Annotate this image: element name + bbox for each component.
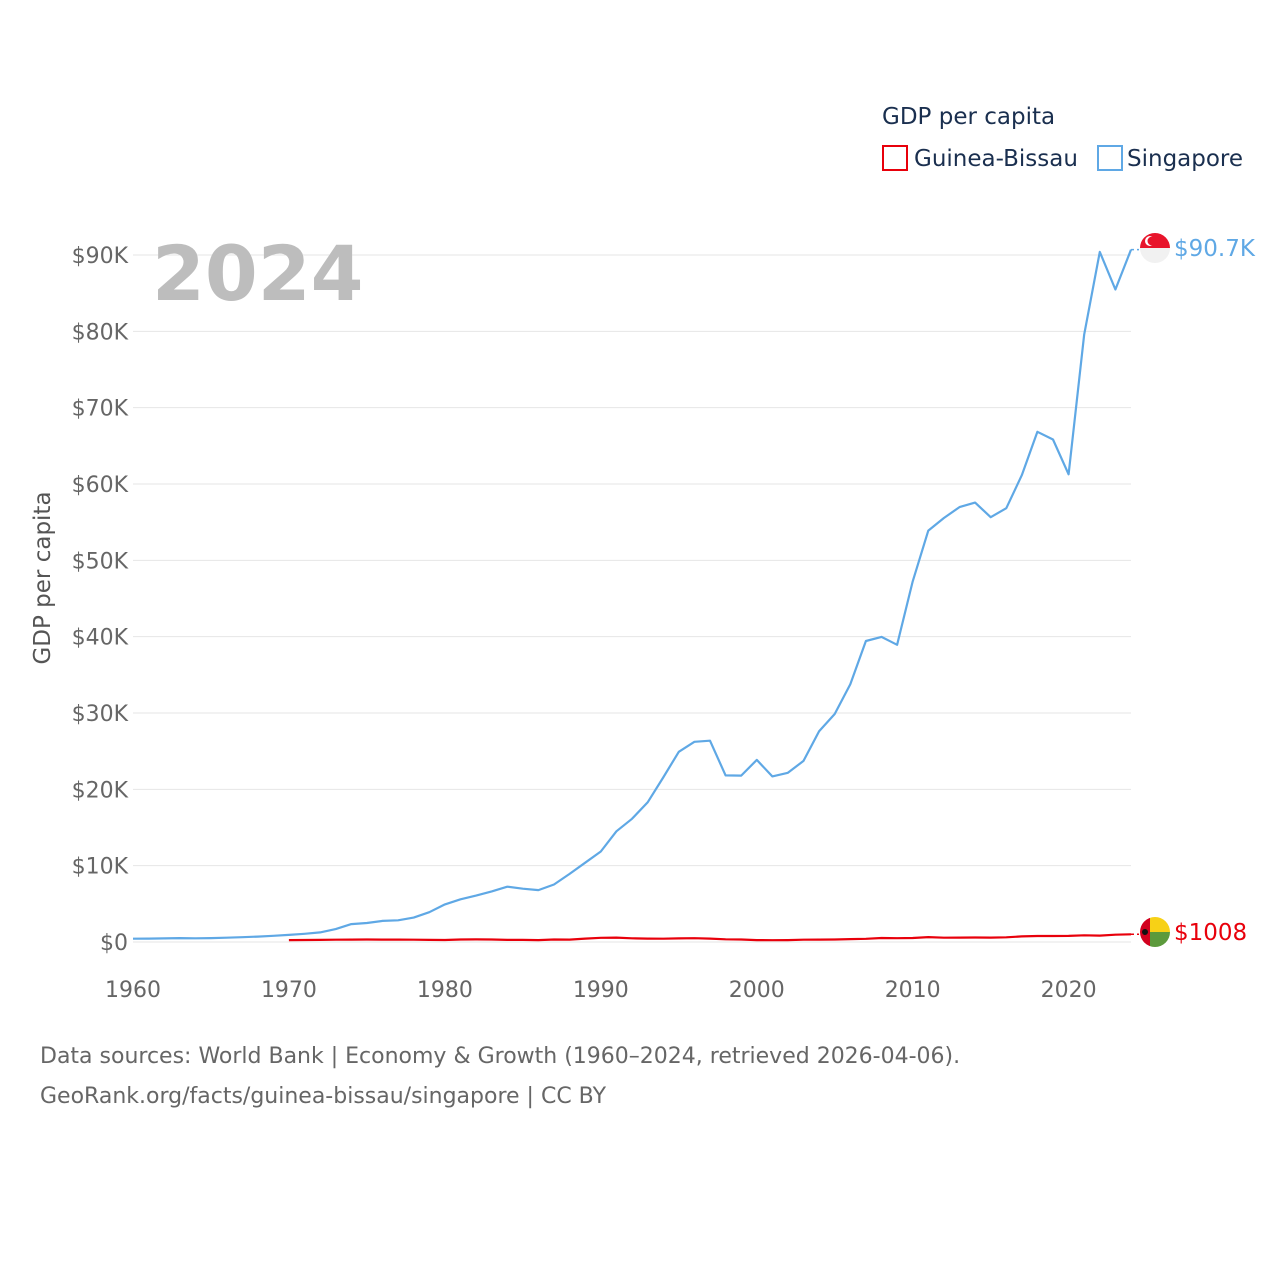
- legend-label-singapore[interactable]: Singapore: [1127, 146, 1243, 172]
- y-tick-label: $0: [100, 931, 128, 956]
- x-tick-label: 1990: [573, 978, 629, 1003]
- x-tick-label: 2020: [1041, 978, 1097, 1003]
- legend-label-guinea-bissau[interactable]: Guinea-Bissau: [914, 146, 1078, 172]
- footer-attribution[interactable]: GeoRank.org/facts/guinea-bissau/singapor…: [40, 1084, 607, 1109]
- y-tick-label: $50K: [72, 549, 129, 574]
- x-tick-label: 1960: [105, 978, 161, 1003]
- x-tick-label: 2010: [885, 978, 941, 1003]
- y-axis-ticks: $0 $10K $20K $30K $40K $50K $60K $70K $80K $90K: [72, 244, 129, 956]
- x-tick-label: 1970: [261, 978, 317, 1003]
- series-lines: [132, 249, 1133, 942]
- y-axis-label: GDP per capita: [30, 491, 56, 664]
- series-end-markers: [1131, 248, 1139, 936]
- gridlines: [133, 254, 1131, 943]
- y-tick-label: $80K: [72, 320, 129, 345]
- singapore-flag-icon: [1140, 233, 1170, 263]
- series-line-guinea-bissau[interactable]: [288, 933, 1132, 942]
- y-tick-label: $20K: [72, 778, 129, 803]
- x-axis-ticks: 1960 1970 1980 1990 2000 2010 2020: [105, 978, 1097, 1003]
- footer-sources: Data sources: World Bank | Economy & Gro…: [40, 1044, 961, 1069]
- legend-title: GDP per capita: [882, 104, 1055, 130]
- series-line-singapore[interactable]: [132, 249, 1133, 940]
- singapore-end-label: $90.7K: [1174, 236, 1256, 262]
- y-tick-label: $40K: [72, 626, 129, 651]
- x-tick-label: 2000: [729, 978, 785, 1003]
- legend-swatch-singapore[interactable]: [1097, 145, 1123, 171]
- current-year-label: 2024: [152, 229, 364, 318]
- legend: GDP per capita Guinea-Bissau Singapore: [882, 104, 1243, 172]
- y-tick-label: $90K: [72, 244, 129, 269]
- guinea-bissau-flag-icon: [1140, 917, 1170, 947]
- y-tick-label: $70K: [72, 397, 129, 422]
- legend-swatch-guinea-bissau[interactable]: [882, 145, 908, 171]
- y-tick-label: $60K: [72, 473, 129, 498]
- x-tick-label: 1980: [417, 978, 473, 1003]
- guinea-bissau-end-label: $1008: [1174, 920, 1247, 946]
- y-tick-label: $30K: [72, 702, 129, 727]
- y-tick-label: $10K: [72, 855, 129, 880]
